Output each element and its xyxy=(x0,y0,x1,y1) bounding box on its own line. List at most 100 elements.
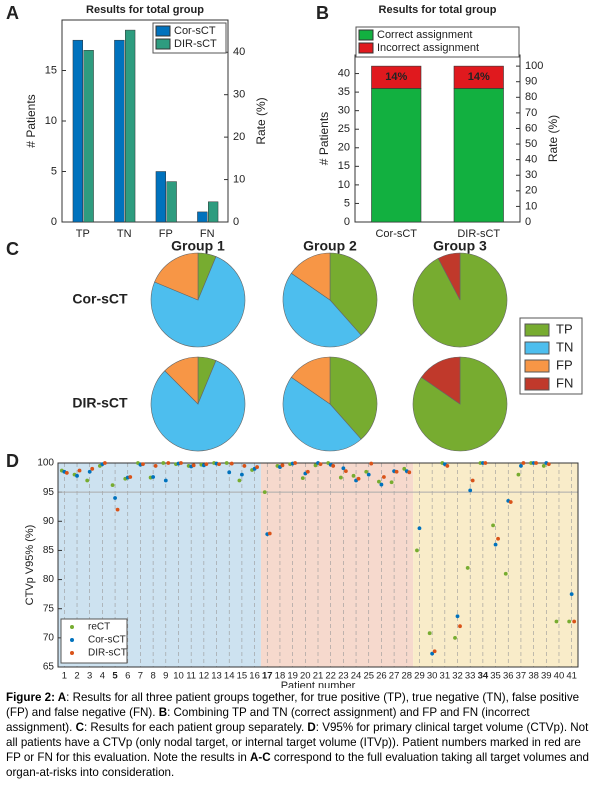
pie-slice xyxy=(329,252,378,336)
y2-tick-label: 10 xyxy=(525,200,537,212)
y-tick-label: 20 xyxy=(338,142,350,154)
point xyxy=(280,463,285,468)
caption-run: C xyxy=(75,721,84,734)
point xyxy=(141,462,145,467)
point xyxy=(394,469,399,474)
pie-slice xyxy=(437,252,461,301)
point xyxy=(516,472,521,477)
legend-marker xyxy=(70,638,74,642)
y-tick-label: 5 xyxy=(344,197,350,209)
point xyxy=(305,469,310,474)
x-tick-label: 17 xyxy=(262,671,273,682)
x-tick-label: 39 xyxy=(541,671,552,682)
point xyxy=(503,571,508,576)
legend-swatch xyxy=(524,341,550,355)
panel-label: B xyxy=(316,3,329,23)
bar xyxy=(208,201,219,223)
legend-label: DIR-sCT xyxy=(88,648,127,659)
y-tick-label: 10 xyxy=(338,179,350,191)
x-tick-label: 38 xyxy=(528,671,539,682)
x-tick-label: TN xyxy=(117,228,132,240)
point xyxy=(427,631,432,636)
y-tick-label: 75 xyxy=(43,603,55,614)
legend-swatch xyxy=(524,323,550,337)
x-tick-label: DIR-sCT xyxy=(457,228,500,240)
y-tick-label: 100 xyxy=(37,458,54,469)
caption-run: : Results for each patient group separat… xyxy=(83,721,308,734)
pie-slice xyxy=(290,356,331,405)
point xyxy=(75,473,79,478)
bar-annotation: 14% xyxy=(468,71,490,83)
y-tick-label: 15 xyxy=(45,64,57,76)
y-tick-label: 0 xyxy=(51,216,57,228)
x-tick-label: 27 xyxy=(389,671,400,682)
point xyxy=(432,649,437,654)
caption-run: A xyxy=(57,691,67,704)
caption-run: Figure 2: xyxy=(6,691,58,704)
x-tick-label: TP xyxy=(76,228,90,240)
x-tick-label: 9 xyxy=(163,671,168,682)
point xyxy=(77,468,82,473)
caption-run: D xyxy=(307,721,316,734)
y2-axis-label: Rate (%) xyxy=(546,115,560,162)
point xyxy=(331,464,336,468)
point xyxy=(453,635,457,640)
bar xyxy=(197,211,208,223)
point xyxy=(128,475,133,479)
point xyxy=(468,488,473,493)
caption-run: : V95% for primary clinical target volum… xyxy=(6,721,589,764)
x-tick-label: 30 xyxy=(427,671,438,682)
x-tick-label: Cor-sCT xyxy=(375,228,417,240)
caption-run: B xyxy=(158,706,168,719)
point xyxy=(415,548,419,553)
y-tick-label: 70 xyxy=(43,632,55,643)
group-band xyxy=(260,463,414,667)
x-tick-label: 23 xyxy=(338,671,349,682)
y-tick-label: 80 xyxy=(43,574,55,585)
point xyxy=(377,479,381,484)
y2-tick-label: 20 xyxy=(525,185,537,197)
x-tick-label: 11 xyxy=(186,671,196,682)
point xyxy=(318,462,323,467)
legend-label: Cor-sCT xyxy=(88,635,126,646)
point xyxy=(541,464,546,468)
chart-title: Results for total group xyxy=(379,4,497,16)
point xyxy=(554,619,559,624)
legend-label: TP xyxy=(556,321,573,336)
point xyxy=(445,464,450,468)
point xyxy=(87,469,92,474)
y2-tick-label: 0 xyxy=(525,216,531,228)
y-tick-label: 95 xyxy=(43,487,55,498)
caption: Figure 2: A: Results for all three patie… xyxy=(6,690,594,780)
panel-label: A xyxy=(6,3,19,23)
point xyxy=(546,462,551,467)
panel-label: C xyxy=(6,239,19,259)
x-tick-label: 4 xyxy=(100,671,105,682)
y-tick-label: 40 xyxy=(338,67,350,79)
caption-run: : Results for all three patient groups t… xyxy=(6,691,580,719)
pie-slice xyxy=(290,252,331,301)
y-tick-label: 90 xyxy=(43,516,55,527)
legend-box xyxy=(355,26,520,58)
bar-annotation: 14% xyxy=(385,71,407,83)
y-tick-label: 35 xyxy=(338,86,350,98)
point xyxy=(470,478,475,483)
bar-segment xyxy=(371,88,422,223)
row-label: DIR-sCT xyxy=(72,395,128,411)
point xyxy=(300,476,305,481)
legend-swatch xyxy=(155,25,171,37)
point xyxy=(567,619,572,624)
row-label: Cor-sCT xyxy=(72,291,128,307)
x-tick-label: FN xyxy=(200,228,215,240)
point xyxy=(389,480,394,485)
point xyxy=(458,624,462,629)
pie-slice xyxy=(150,360,246,452)
point xyxy=(351,473,356,478)
caption-run: correspond to the full evaluation taking… xyxy=(6,751,590,779)
point xyxy=(407,470,412,475)
x-tick-label: 24 xyxy=(351,671,362,682)
x-tick-label: 35 xyxy=(490,671,501,682)
point xyxy=(402,466,407,471)
y2-tick-label: 10 xyxy=(233,173,245,185)
